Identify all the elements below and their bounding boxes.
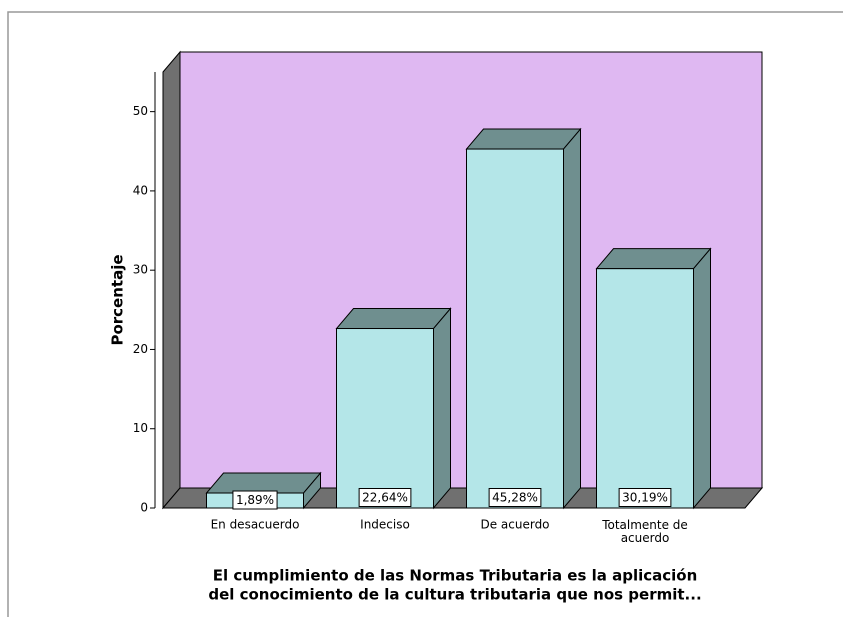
y-tick-label: 20 bbox=[133, 342, 148, 356]
bar-front bbox=[466, 148, 564, 509]
bar-top bbox=[595, 248, 712, 270]
x-tick-label: De acuerdo bbox=[480, 518, 549, 532]
bar-top bbox=[335, 308, 452, 330]
y-tick-label: 30 bbox=[133, 263, 148, 277]
data-label-box bbox=[232, 490, 278, 510]
frame bbox=[7, 11, 843, 617]
bar-front bbox=[596, 268, 694, 509]
x-tick-label: En desacuerdo bbox=[211, 518, 300, 532]
bar-top bbox=[465, 128, 582, 150]
bar bbox=[335, 307, 452, 510]
data-label-box bbox=[358, 488, 412, 507]
x-tick-label: Indeciso bbox=[360, 518, 410, 532]
bar bbox=[465, 127, 582, 510]
data-label: 22,64% bbox=[362, 491, 408, 505]
x-tick-label-line: Totalmente de bbox=[601, 518, 688, 532]
bar bbox=[595, 247, 712, 510]
data-label: 45,28% bbox=[492, 491, 538, 505]
left-wall bbox=[162, 50, 181, 510]
bar-front bbox=[336, 328, 434, 509]
bar-side bbox=[563, 127, 581, 510]
x-axis-label: El cumplimiento de las Normas Tributaria… bbox=[213, 567, 698, 585]
data-label: 30,19% bbox=[622, 491, 668, 505]
bar-side bbox=[693, 247, 711, 510]
x-axis-label: del conocimiento de la cultura tributari… bbox=[208, 586, 701, 604]
x-tick-label-line: acuerdo bbox=[621, 531, 670, 545]
y-tick-label: 50 bbox=[133, 104, 148, 118]
data-label-box bbox=[618, 488, 672, 507]
y-axis-label: Porcentaje bbox=[109, 254, 127, 345]
data-label: 1,89% bbox=[236, 493, 274, 507]
bar-side bbox=[433, 307, 451, 510]
bar-top bbox=[205, 472, 322, 494]
data-label-box bbox=[488, 488, 542, 507]
y-tick-label: 0 bbox=[140, 501, 148, 515]
y-tick-label: 10 bbox=[133, 421, 148, 435]
y-tick-label: 40 bbox=[133, 183, 148, 197]
x-tick-label: Totalmente de acuerdo bbox=[601, 518, 688, 545]
